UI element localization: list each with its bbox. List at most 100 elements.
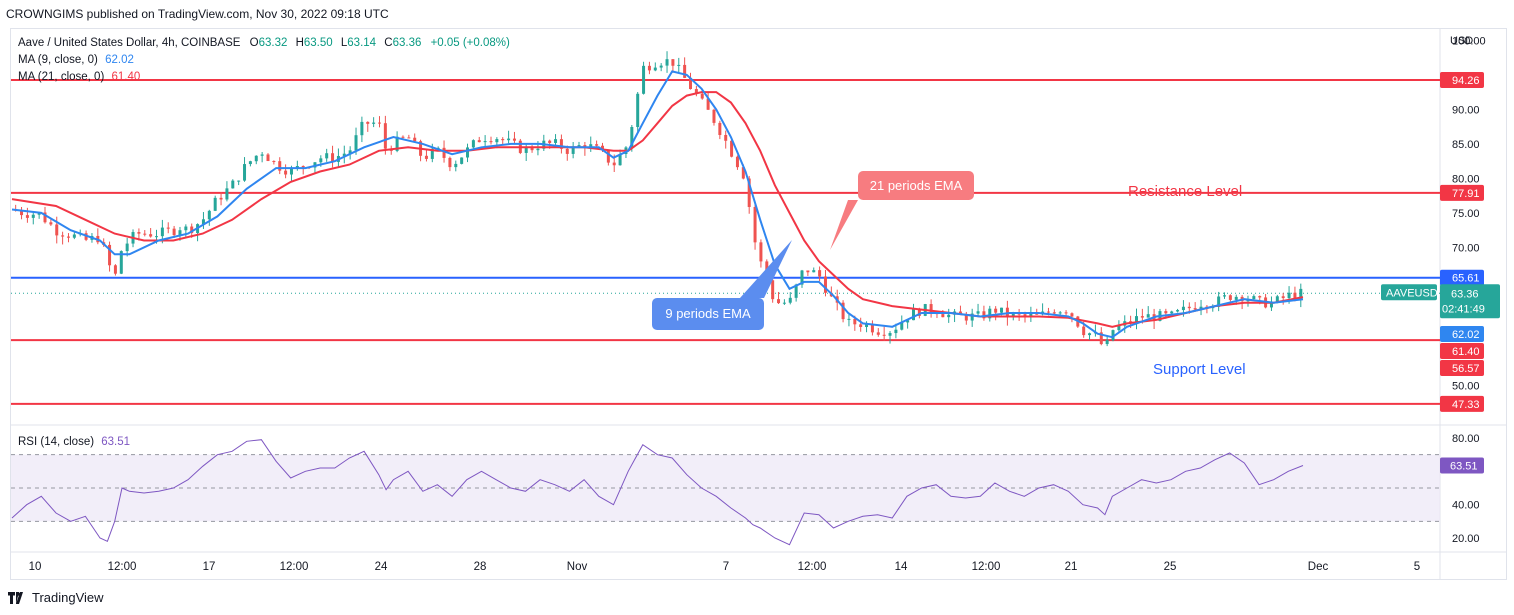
candle-body — [471, 140, 475, 148]
support-label: Support Level — [1153, 361, 1246, 378]
candle-body — [207, 210, 211, 220]
candle-body — [929, 304, 933, 313]
ema21-callout-box — [858, 171, 974, 200]
candle-body — [301, 166, 305, 168]
candle-body — [424, 155, 428, 159]
candle-body — [219, 197, 223, 200]
legend-low-label: L — [341, 37, 348, 49]
rsi-legend-label: RSI (14, close) — [18, 436, 94, 448]
candle-body — [395, 136, 399, 151]
candle-body — [753, 206, 757, 243]
time-tick: 12:00 — [108, 561, 137, 573]
candle-body — [800, 270, 804, 285]
legend-open-value: 63.32 — [259, 37, 288, 49]
candle-body — [489, 141, 493, 143]
time-tick: 28 — [474, 561, 487, 573]
svg-text:MA (9, close, 0) 62.02: MA (9, close, 0) 62.02 — [18, 54, 134, 66]
time-tick: 12:00 — [972, 561, 1001, 573]
ema9-callout-pointer — [740, 240, 792, 298]
candle-body — [178, 230, 182, 236]
candle-body — [360, 121, 364, 136]
legend-change: +0.05 (+0.08%) — [431, 37, 510, 49]
ema21-callout-pointer — [830, 200, 864, 250]
time-tick: 14 — [895, 561, 908, 573]
ema21-callout-label: 21 periods EMA — [870, 178, 963, 193]
candle-body — [1099, 332, 1103, 345]
candle-body — [231, 180, 235, 189]
footer-brand: TradingView — [32, 590, 104, 605]
countdown-label: 02:41:49 — [1442, 303, 1485, 315]
candle-body — [1176, 310, 1180, 312]
price-tick: 90.00 — [1452, 104, 1480, 116]
candle-body — [354, 135, 358, 151]
rsi-tick: 80.00 — [1452, 433, 1480, 445]
candle-body — [1023, 314, 1027, 316]
ma9-line — [11, 70, 1304, 339]
candle-body — [888, 333, 892, 336]
price-tick: 70.00 — [1452, 242, 1480, 254]
candle-body — [43, 212, 47, 223]
candle-body — [577, 145, 581, 147]
candle-body — [325, 153, 329, 159]
candle-body — [1223, 295, 1227, 297]
price-axis-label-box — [1440, 71, 1484, 88]
candle-body — [483, 141, 487, 143]
candle-body — [72, 234, 76, 238]
price-axis-label: 61.40 — [1452, 346, 1480, 358]
candle-body — [237, 180, 241, 182]
candle-body — [454, 163, 458, 168]
candle-body — [554, 139, 558, 143]
price-axis-label-box — [1440, 343, 1484, 359]
candle-body — [911, 309, 915, 321]
candle-body — [724, 134, 728, 141]
candle-body — [741, 167, 745, 179]
candle-body — [976, 311, 980, 314]
candle-body — [413, 137, 417, 142]
svg-text:Aave / United States Dollar, 4: Aave / United States Dollar, 4h, COINBAS… — [18, 37, 510, 49]
tradingview-logo-icon — [8, 591, 23, 604]
candle-body — [155, 236, 159, 238]
legend-close-label: C — [384, 37, 392, 49]
candle-body — [348, 150, 352, 154]
candle-body — [1287, 292, 1291, 299]
candle-body — [342, 153, 346, 156]
candle-body — [1164, 311, 1168, 314]
price-tick: 100.00 — [1452, 35, 1486, 47]
candle-body — [530, 147, 534, 151]
candle-body — [612, 162, 616, 166]
candle-body — [137, 232, 141, 234]
candle-body — [565, 148, 569, 154]
price-tick: 75.00 — [1452, 208, 1480, 220]
time-tick: 5 — [1414, 561, 1420, 573]
candle-body — [964, 314, 968, 321]
ema9-callout-label: 9 periods EMA — [665, 306, 751, 321]
candle-body — [1181, 306, 1185, 311]
ema9-callout-box — [652, 298, 764, 330]
candle-body — [1029, 313, 1033, 316]
candle-body — [31, 214, 35, 218]
candle-body — [794, 284, 798, 298]
candle-body — [706, 98, 710, 110]
candle-body — [917, 309, 921, 316]
candle-body — [1187, 306, 1191, 309]
candle-body — [225, 188, 229, 200]
candle-body — [1082, 326, 1086, 336]
candle-body — [25, 215, 29, 218]
candle-body — [1199, 306, 1203, 310]
candle-body — [372, 122, 376, 124]
price-axis-label: 94.26 — [1452, 75, 1480, 87]
candle-body — [718, 122, 722, 135]
candle-body — [1258, 296, 1262, 298]
candle-body — [606, 149, 610, 163]
candle-body — [618, 154, 622, 166]
rsi-legend-value: 63.51 — [101, 436, 130, 448]
rsi-tick: 20.00 — [1452, 533, 1480, 545]
candle-body — [1299, 288, 1303, 300]
candle-body — [1000, 307, 1004, 313]
candle-body — [647, 65, 651, 71]
legend-high-label: H — [296, 37, 304, 49]
symbol-tag: AAVEUSD — [1386, 287, 1438, 299]
candle-body — [1281, 296, 1285, 299]
candle-body — [66, 236, 70, 238]
